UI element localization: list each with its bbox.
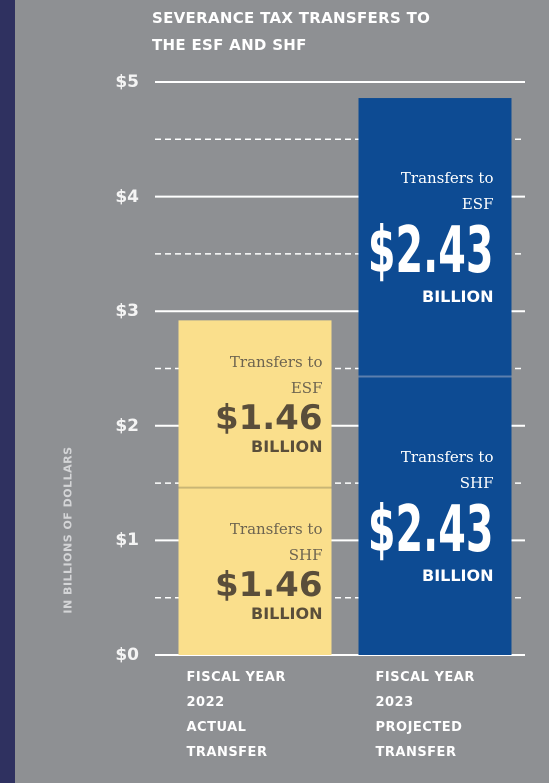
bar-segment — [358, 376, 512, 655]
y-tick-label: $5 — [115, 72, 139, 92]
value-label: $1.46 — [214, 565, 323, 606]
series-name: Transfers to SHF — [229, 520, 323, 565]
y-axis-label: IN BILLIONS OF DOLLARS — [61, 446, 75, 614]
x-tick-label: FISCAL YEAR 2022 ACTUAL TRANSFER — [186, 670, 286, 760]
series-name: Transfers to ESF — [400, 169, 494, 214]
bar-segment — [358, 98, 512, 377]
bar-segment — [178, 320, 332, 488]
y-tick-label: $0 — [115, 645, 139, 665]
segment-label: Transfers to ESF $1.46 BILLION — [179, 320, 332, 487]
segment-label: Transfers to ESF $2.43 BILLION — [359, 98, 512, 376]
value-label: $1.46 — [214, 398, 323, 439]
bar-segment — [178, 487, 332, 655]
y-tick-label: $4 — [115, 186, 139, 207]
x-tick-label: FISCAL YEAR 2023 PROJECTED TRANSFER — [375, 670, 475, 760]
side-strip — [0, 0, 15, 783]
y-tick-label: $2 — [115, 415, 139, 436]
y-tick-label: $3 — [115, 301, 139, 322]
value-label: $2.43 — [367, 492, 494, 567]
segment-label: Transfers to SHF $2.43 BILLION — [359, 377, 512, 655]
series-name: Transfers to ESF — [229, 353, 323, 398]
value-label: $2.43 — [367, 214, 494, 289]
unit-label: BILLION — [251, 437, 323, 457]
chart-title: SEVERANCE TAX TRANSFERS TO THE ESF AND S… — [152, 9, 431, 54]
segment-label: Transfers to SHF $1.46 BILLION — [179, 488, 332, 655]
unit-label: BILLION — [251, 604, 323, 624]
series-name: Transfers to SHF — [400, 447, 494, 492]
unit-label: BILLION — [422, 565, 494, 585]
y-tick-label: $1 — [115, 530, 139, 551]
unit-label: BILLION — [422, 287, 494, 307]
